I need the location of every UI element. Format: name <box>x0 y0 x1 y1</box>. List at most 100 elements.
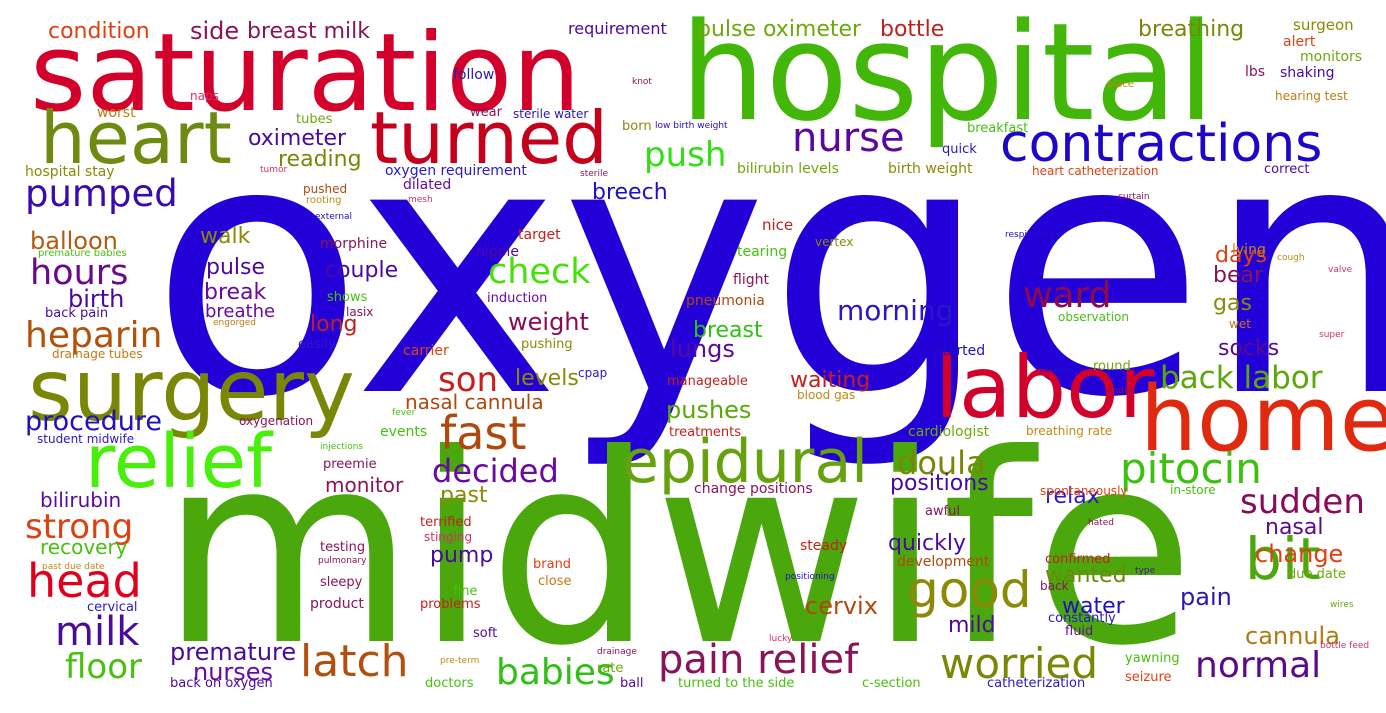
word-bear: bear <box>1213 263 1264 288</box>
word-easily: easily <box>298 337 336 352</box>
word-push: push <box>644 135 727 175</box>
word-nasal: nasal <box>1265 515 1324 540</box>
word-break: break <box>204 280 267 305</box>
word-ended: ended <box>1107 386 1136 396</box>
word-doula: doula <box>897 444 986 482</box>
word-development: development <box>897 554 990 570</box>
word-requirement: requirement <box>568 19 667 38</box>
word-pneumonia: pneumonia <box>686 293 765 309</box>
word-sleepy: sleepy <box>320 575 363 590</box>
word-product: product <box>310 596 364 612</box>
word-alert: alert <box>1283 34 1316 50</box>
word-turned: turned <box>370 96 608 180</box>
word-premature: premature <box>170 638 297 666</box>
word-quickly: quickly <box>888 531 966 556</box>
word-condition: condition <box>48 19 150 44</box>
word-low-birth-weight: low birth weight <box>655 121 728 131</box>
word-contractions: contractions <box>1000 114 1323 174</box>
word-monitors: monitors <box>1300 49 1363 65</box>
word-rooting: rooting <box>306 195 342 206</box>
word-balloon: balloon <box>30 227 118 255</box>
word-bilirubin-levels: bilirubin levels <box>737 161 839 177</box>
word-pushing: pushing <box>521 337 573 352</box>
word-tubes: tubes <box>296 112 333 127</box>
word-quick: quick <box>942 142 977 157</box>
word-drainage: drainage <box>597 647 637 657</box>
word-brand: brand <box>533 557 572 572</box>
word-gas: gas <box>1213 291 1252 316</box>
word-recovery: recovery <box>40 535 128 559</box>
word-saturation: saturation <box>30 11 581 136</box>
word-breathing-rate: breathing rate <box>1026 424 1113 438</box>
word-normal: normal <box>1195 645 1322 686</box>
word-cough: cough <box>1277 253 1305 263</box>
word-treatments: treatments <box>669 425 741 440</box>
word-place: place <box>1107 79 1134 90</box>
word-steady: steady <box>800 538 848 554</box>
word-pulse-oximeter: pulse oximeter <box>697 17 862 42</box>
word-oxygen-requirement: oxygen requirement <box>385 163 527 179</box>
word-close: close <box>538 574 572 589</box>
word-strong: strong <box>25 507 134 547</box>
word-pain: pain <box>1180 583 1232 611</box>
word-head: head <box>27 554 142 608</box>
word-labor: labor <box>935 338 1155 438</box>
word-nipple: nipple <box>476 244 520 260</box>
word-nasal-cannula: nasal cannula <box>405 390 544 414</box>
word-walk: walk <box>200 224 251 249</box>
word-carrier: carrier <box>403 343 449 359</box>
word-hours: hours <box>30 253 129 293</box>
word-heparin: heparin <box>25 315 163 356</box>
word-pushed: pushed <box>303 182 348 196</box>
word-injections: injections <box>320 442 364 452</box>
word-worst: worst <box>97 105 136 121</box>
word-good: good <box>907 561 1032 619</box>
word-tumor: tumor <box>260 165 288 175</box>
word-blood-gas: blood gas <box>797 388 856 402</box>
word-correct: correct <box>1264 162 1310 177</box>
word-birth: birth <box>68 285 125 313</box>
word-pounds: pounds <box>1040 365 1074 375</box>
word-target: target <box>518 227 561 243</box>
word-breathing: breathing <box>1138 17 1245 42</box>
word-fever: fever <box>392 408 416 418</box>
word-decided: decided <box>432 452 559 490</box>
word-type: type <box>1135 566 1156 576</box>
word-hospital: hospital <box>680 0 1215 151</box>
word-worried: worried <box>940 639 1099 688</box>
word-drainage-tubes: drainage tubes <box>52 347 143 361</box>
word-bottle-feed: bottle feed <box>1320 641 1370 651</box>
word-floor: floor <box>65 647 142 687</box>
word-couple: couple <box>325 258 399 283</box>
word-valve: valve <box>1328 265 1353 275</box>
word-breakfast: breakfast <box>967 121 1029 136</box>
word-surgeon: surgeon <box>1293 16 1354 34</box>
word-fluid: fluid <box>1065 624 1094 639</box>
word-wear: wear <box>470 105 502 120</box>
word-sterile: sterile <box>580 169 608 179</box>
word-sudden: sudden <box>1240 482 1365 522</box>
word-soft: soft <box>473 626 498 641</box>
word-pain-relief: pain relief <box>658 637 859 683</box>
word-hearing-test: hearing test <box>1275 89 1348 103</box>
word-seizure: seizure <box>1125 670 1172 685</box>
word-monitor: monitor <box>325 473 404 497</box>
word-socks: socks <box>1218 336 1280 361</box>
word-external: external <box>315 212 353 222</box>
word-bottle: bottle <box>880 17 945 42</box>
word-bilirubin: bilirubin <box>40 488 122 512</box>
word-c-section: c-section <box>862 676 921 691</box>
word-lying: lying <box>1232 242 1266 258</box>
word-positioning: positioning <box>785 572 835 582</box>
word-catheterization: catheterization <box>987 676 1086 691</box>
word-weight: weight <box>508 308 589 336</box>
word-oxygen: oxygen <box>150 66 1386 474</box>
word-wires: wires <box>1330 600 1354 610</box>
word-morphine: morphine <box>320 236 388 252</box>
word-super: super <box>1319 330 1345 340</box>
word-pumped: pumped <box>25 172 178 215</box>
word-back-on-oxygen: back on oxygen <box>170 676 273 691</box>
word-milk: milk <box>55 609 140 655</box>
word-nurses: nurses <box>193 658 274 686</box>
word-started: started <box>935 343 986 359</box>
